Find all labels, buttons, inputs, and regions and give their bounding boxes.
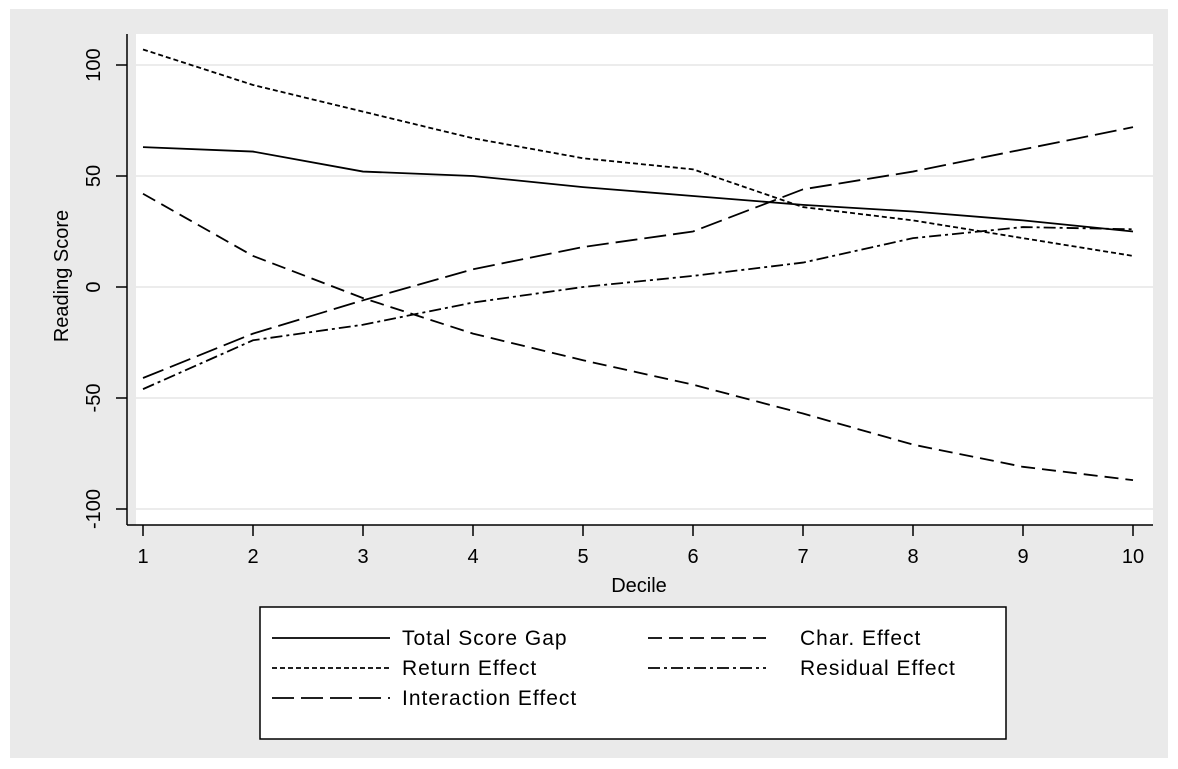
x-tick-label: 8 bbox=[907, 546, 918, 568]
series-line-total-score-gap bbox=[142, 146, 1134, 233]
chart-frame: -100 -50 0 50 100 1 2 3 4 5 6 7 8 9 10 Decile Reading… bbox=[10, 9, 1168, 758]
x-tick-label: 3 bbox=[357, 546, 368, 568]
x-tick-label: 10 bbox=[1122, 546, 1144, 568]
x-tick-label: 1 bbox=[137, 546, 148, 568]
x-tick-label: 5 bbox=[577, 546, 588, 568]
y-tick-label: 0 bbox=[83, 281, 105, 292]
y-tick-label: -100 bbox=[83, 489, 105, 529]
legend: Total Score Gap Char. Effect Return Effect… bbox=[272, 627, 956, 710]
x-tick-label: 4 bbox=[467, 546, 478, 568]
x-tick-label: 2 bbox=[247, 546, 258, 568]
plot-area bbox=[136, 34, 1153, 525]
y-tick-label: 100 bbox=[83, 48, 105, 81]
legend-label-interaction-effect: Interaction Effect bbox=[402, 687, 577, 710]
y-ticks: -100 -50 0 50 100 bbox=[83, 48, 127, 529]
y-tick-label: -50 bbox=[83, 384, 105, 413]
series-line-char-effect bbox=[142, 192, 1134, 482]
y-tick-label: 50 bbox=[83, 165, 105, 187]
series-line-return-effect bbox=[142, 48, 1134, 257]
x-ticks: 1 2 3 4 5 6 7 8 9 10 bbox=[137, 525, 1144, 568]
series-line-interaction-effect bbox=[142, 126, 1134, 379]
x-tick-label: 9 bbox=[1017, 546, 1028, 568]
legend-label-residual-effect: Residual Effect bbox=[800, 657, 956, 680]
line-chart: -100 -50 0 50 100 1 2 3 4 5 6 7 8 9 10 Decile Reading… bbox=[51, 34, 1153, 740]
gridlines bbox=[136, 64, 1153, 510]
series-line-residual-effect bbox=[142, 226, 1134, 390]
legend-label-char-effect: Char. Effect bbox=[800, 627, 921, 650]
x-tick-label: 6 bbox=[687, 546, 698, 568]
y-axis-title: Reading Score bbox=[51, 210, 73, 342]
series-lines bbox=[142, 48, 1134, 482]
legend-box bbox=[259, 606, 1007, 740]
legend-label-total-score-gap: Total Score Gap bbox=[402, 627, 568, 650]
x-axis-title: Decile bbox=[611, 575, 667, 597]
legend-label-return-effect: Return Effect bbox=[402, 657, 537, 680]
axes bbox=[126, 34, 1153, 526]
x-tick-label: 7 bbox=[797, 546, 808, 568]
